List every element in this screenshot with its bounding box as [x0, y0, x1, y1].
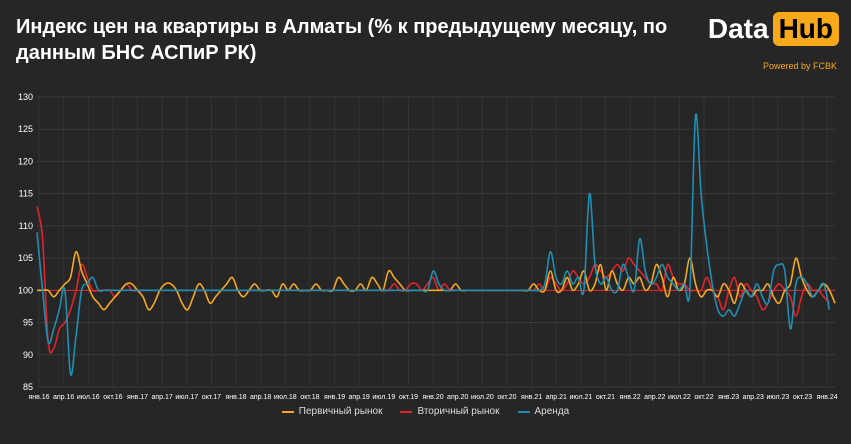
series-line-rent [36, 113, 831, 376]
y-tick-label: 100 [18, 285, 33, 295]
x-tick-label: апр.16 [53, 394, 74, 401]
y-tick-label: 120 [18, 156, 33, 166]
x-tick-label: июл.19 [372, 394, 395, 401]
chart-title: Индекс цен на квартиры в Алматы (% к пре… [16, 16, 668, 64]
x-tick-label: апр.18 [250, 394, 271, 401]
powered-by-text: Powered by FCBK [762, 61, 837, 71]
legend: Первичный рынок Вторичный рынок Аренда [0, 406, 851, 417]
x-tick-label: окт.23 [793, 394, 812, 401]
x-tick-label: апр.20 [447, 394, 468, 401]
y-tick-label: 85 [23, 382, 33, 392]
y-tick-label: 115 [19, 189, 33, 199]
x-tick-label: янв.20 [423, 394, 444, 401]
x-tick-label: окт.22 [694, 394, 713, 401]
series-line-primary [36, 250, 836, 311]
legend-item-rent[interactable]: Аренда [517, 406, 570, 417]
logo-data-text: Data [707, 13, 769, 44]
legend-label-rent: Аренда [534, 406, 570, 417]
x-tick-label: окт.21 [596, 394, 615, 401]
legend-swatch-secondary [400, 410, 413, 413]
y-tick-label: 90 [23, 350, 33, 360]
y-tick-label: 105 [18, 253, 33, 263]
x-tick-label: янв.19 [324, 394, 345, 401]
legend-label-secondary: Вторичный рынок [417, 406, 500, 417]
x-tick-label: окт.20 [497, 394, 516, 401]
y-tick-label: 130 [18, 92, 33, 102]
x-tick-label: апр.21 [546, 394, 567, 401]
legend-item-primary[interactable]: Первичный рынок [281, 406, 383, 417]
x-tick-label: окт.16 [103, 394, 122, 401]
legend-label-primary: Первичный рынок [298, 406, 383, 417]
x-tick-label: янв.17 [127, 394, 148, 401]
legend-swatch-primary [281, 410, 294, 413]
x-tick-label: июл.22 [668, 394, 691, 401]
y-tick-label: 125 [18, 124, 33, 134]
x-tick-label: июл.21 [569, 394, 592, 401]
legend-swatch-rent [517, 410, 530, 413]
x-tick-label: окт.17 [202, 394, 221, 401]
y-axis: 85 90 95 100 105 110 115 120 125 130 [18, 92, 33, 392]
x-tick-label: янв.23 [718, 394, 739, 401]
x-tick-label: янв.22 [620, 394, 641, 401]
y-tick-label: 95 [23, 318, 33, 328]
legend-item-secondary[interactable]: Вторичный рынок [400, 406, 500, 417]
x-tick-label: янв.24 [817, 394, 838, 401]
x-tick-label: июл.17 [175, 394, 198, 401]
series-lines [36, 113, 836, 376]
x-tick-label: июл.18 [274, 394, 297, 401]
x-tick-label: апр.23 [743, 394, 764, 401]
grid-lines [37, 96, 835, 388]
x-tick-label: окт.19 [399, 394, 418, 401]
x-tick-label: окт.18 [300, 394, 319, 401]
x-tick-label: апр.22 [644, 394, 665, 401]
x-tick-label: янв.18 [225, 394, 246, 401]
x-tick-label: янв.16 [28, 394, 49, 401]
x-tick-label: апр.17 [151, 394, 172, 401]
x-tick-label: июл.23 [766, 394, 789, 401]
datahub-logo: Data Hub [708, 12, 839, 46]
y-tick-label: 110 [19, 221, 33, 231]
x-tick-label: янв.21 [521, 394, 542, 401]
x-tick-label: июл.16 [77, 394, 100, 401]
x-tick-label: июл.20 [471, 394, 494, 401]
x-tick-label: апр.19 [349, 394, 370, 401]
x-axis: янв.16 апр.16 июл.16 окт.16 янв.17 апр.17 июл.… [28, 394, 837, 401]
logo-hub-text: Hub [772, 12, 839, 46]
